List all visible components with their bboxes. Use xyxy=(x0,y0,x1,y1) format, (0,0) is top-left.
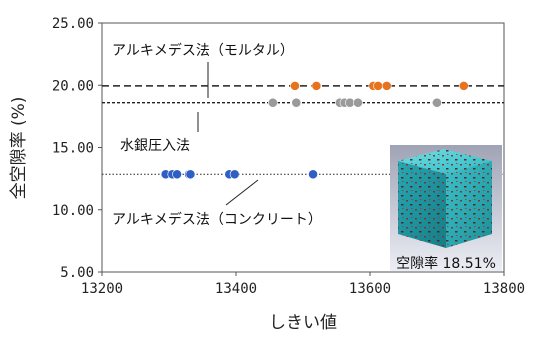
inset-caption: 空隙率 18.51% xyxy=(396,255,496,272)
y-tick-label: 25.00 xyxy=(52,16,94,32)
data-point xyxy=(381,80,392,91)
x-tick-label: 13400 xyxy=(215,281,257,297)
data-point xyxy=(432,97,442,108)
x-axis-ticks: 13200 13400 13600 13800 xyxy=(81,272,525,297)
inset-image: 空隙率 18.51% xyxy=(390,145,502,272)
data-point xyxy=(267,97,278,108)
y-tick-label: 20.00 xyxy=(52,78,94,94)
data-point xyxy=(308,169,318,180)
y-axis-ticks: 5.00 10.00 15.00 20.00 25.00 xyxy=(52,16,102,281)
y-tick-label: 15.00 xyxy=(52,141,94,157)
data-point xyxy=(373,80,383,91)
label-mercury-intrusion: 水銀圧入法 xyxy=(120,138,190,154)
y-tick-label: 10.00 xyxy=(52,203,94,219)
data-points xyxy=(160,80,469,180)
data-point xyxy=(291,97,302,108)
data-point xyxy=(353,97,363,108)
label-archimedes-mortar: アルキメデス法（モルタル） xyxy=(112,42,294,59)
data-point xyxy=(229,169,240,180)
data-point xyxy=(290,80,300,91)
annotations: アルキメデス法（モルタル） 水銀圧入法 アルキメデス法（コンクリート） xyxy=(110,38,388,229)
leader-concrete xyxy=(225,179,259,206)
y-axis-title: 全空隙率 (%) xyxy=(9,97,29,200)
data-point xyxy=(458,80,469,91)
label-archimedes-concrete: アルキメデス法（コンクリート） xyxy=(112,211,322,228)
y-tick-label: 5.00 xyxy=(60,265,94,281)
x-axis-title: しきい値 xyxy=(269,313,337,333)
data-point xyxy=(172,169,182,180)
cube-porosity-render xyxy=(398,149,492,248)
data-point xyxy=(185,169,196,180)
x-tick-label: 13200 xyxy=(81,281,123,297)
x-tick-label: 13800 xyxy=(483,281,525,297)
data-point xyxy=(311,80,322,91)
x-tick-label: 13600 xyxy=(349,281,391,297)
